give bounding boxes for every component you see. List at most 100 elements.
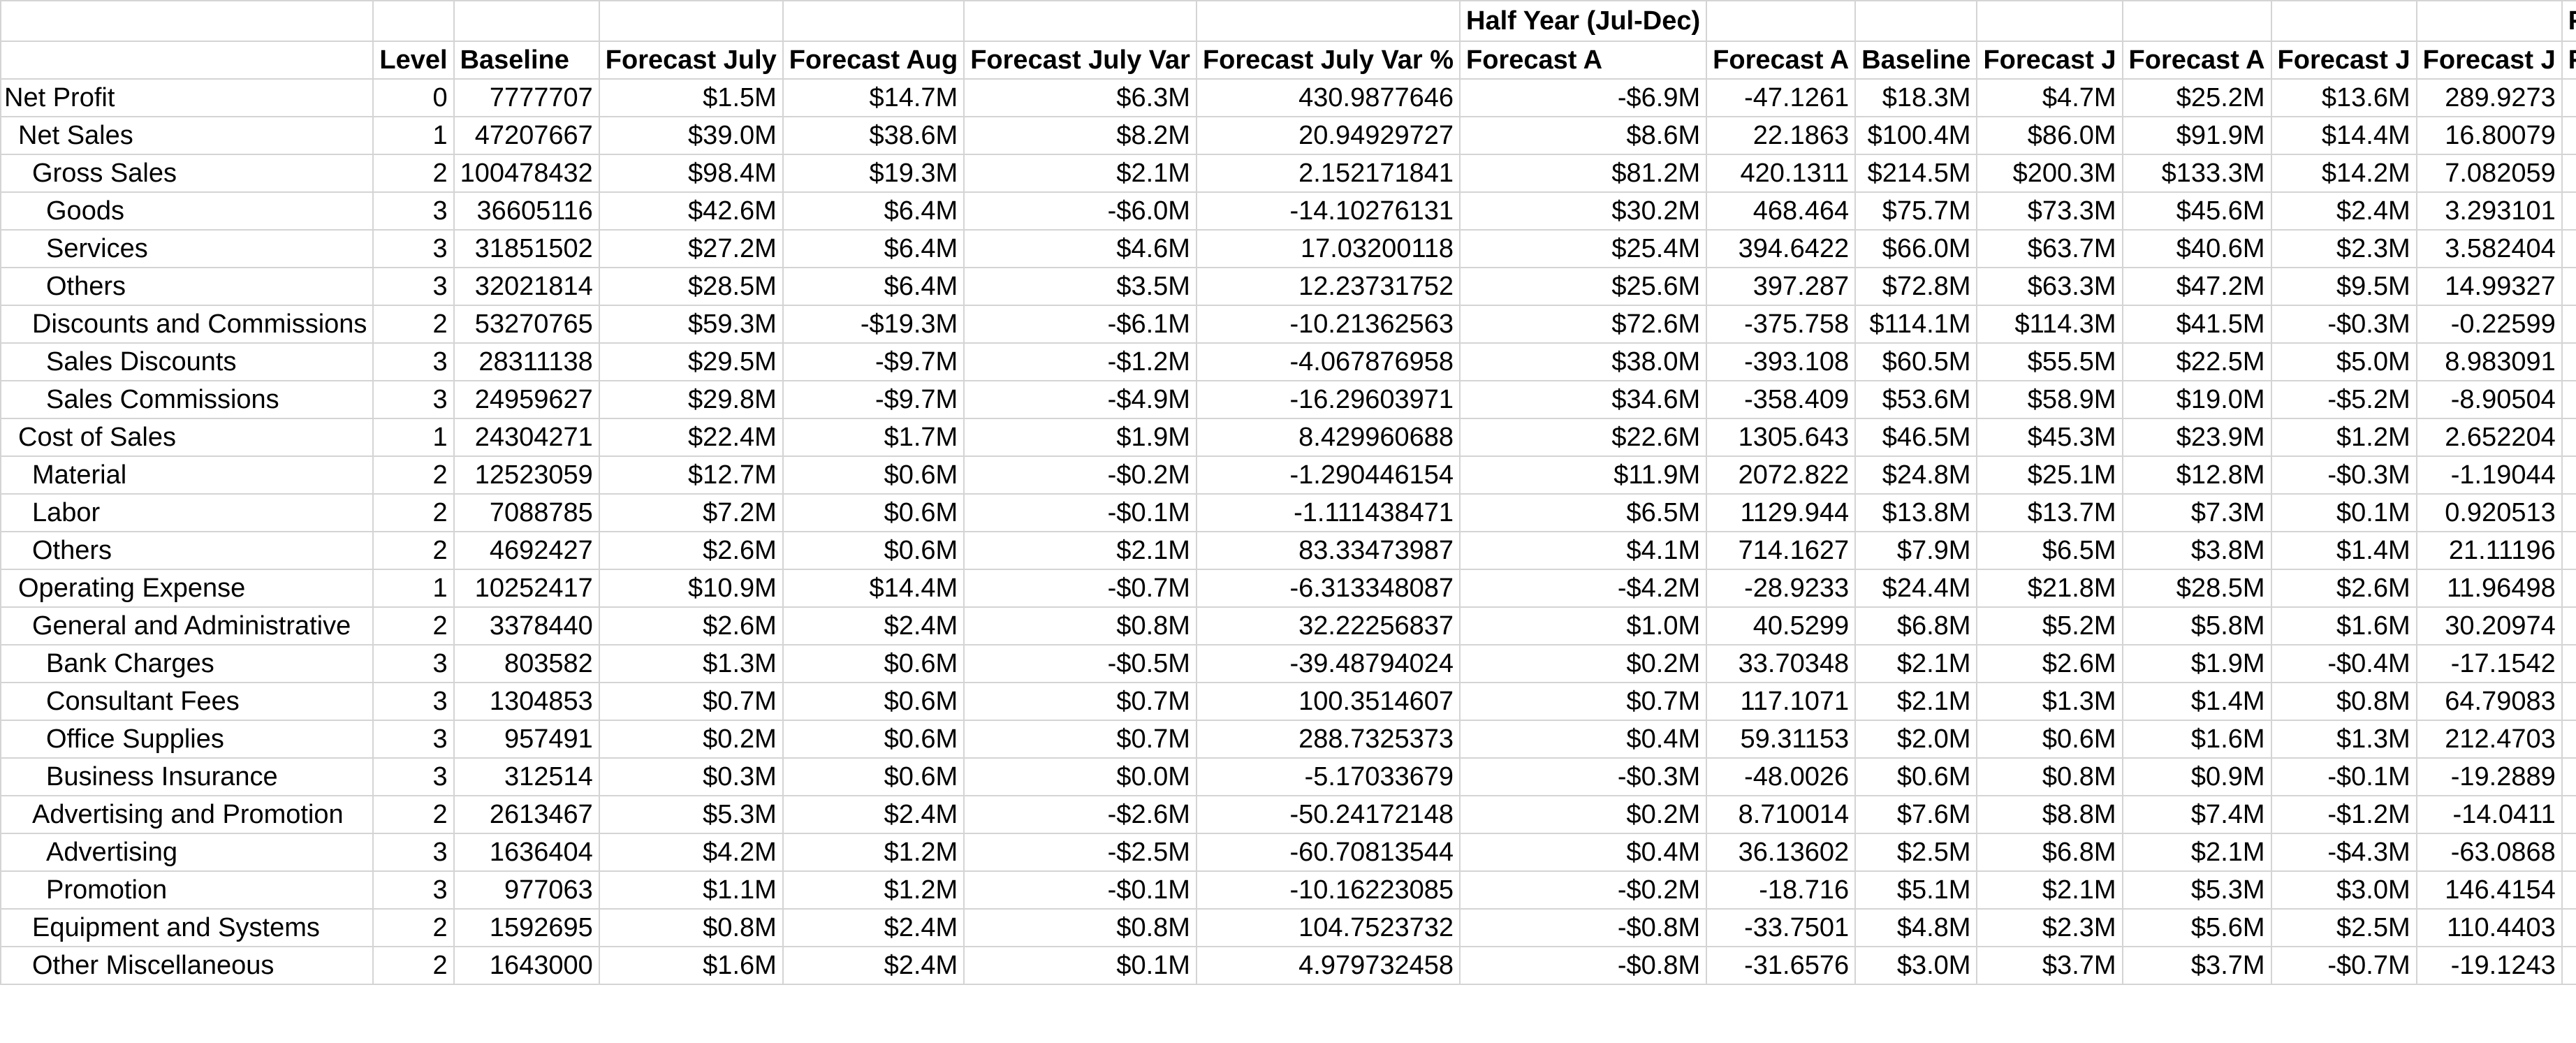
data-cell[interactable]: 7777707 — [453, 78, 600, 117]
data-cell[interactable]: $0.6M — [782, 455, 965, 495]
data-cell[interactable]: $1.2M — [782, 833, 965, 872]
data-cell[interactable]: $4.8M — [1854, 908, 1978, 947]
data-cell[interactable]: 24959627 — [453, 380, 600, 419]
data-cell[interactable]: $21.8M — [1976, 569, 2123, 608]
data-cell[interactable]: $29.8M — [598, 380, 784, 419]
data-cell[interactable]: 2613467 — [453, 795, 600, 834]
data-cell[interactable]: 3 — [372, 833, 455, 872]
data-cell[interactable]: 3 — [372, 644, 455, 683]
column-header[interactable]: Forecast A — [1459, 41, 1708, 80]
data-cell[interactable]: $47.2M — [2121, 267, 2272, 306]
data-cell[interactable]: -1.19044 — [2415, 455, 2563, 495]
data-cell[interactable]: $34.6M — [1459, 380, 1708, 419]
column-header[interactable]: Baseline — [1854, 41, 1978, 80]
data-cell[interactable]: -33.7501 — [1706, 908, 1857, 947]
data-cell[interactable]: 40.5299 — [1706, 606, 1857, 646]
data-cell[interactable]: $3.0M — [2270, 870, 2417, 910]
data-cell[interactable]: $30.2M — [2561, 191, 2576, 231]
data-cell[interactable]: $0.6M — [782, 531, 965, 570]
data-cell[interactable]: $13.6M — [2270, 78, 2417, 117]
data-cell[interactable]: 30.20974 — [2415, 606, 2563, 646]
data-cell[interactable]: -$1.2M — [2270, 795, 2417, 834]
data-cell[interactable]: -$4.9M — [963, 380, 1197, 419]
data-cell[interactable]: $8.2M — [963, 116, 1197, 155]
data-cell[interactable]: $0.2M — [598, 720, 784, 759]
data-cell[interactable]: $12.7M — [598, 455, 784, 495]
data-cell[interactable]: -$0.1M — [2270, 757, 2417, 796]
data-cell[interactable]: 2 — [372, 946, 455, 985]
data-cell[interactable]: $0.6M — [1976, 720, 2123, 759]
data-cell[interactable]: 28311138 — [453, 342, 600, 381]
data-cell[interactable]: $2.0M — [1854, 720, 1978, 759]
data-cell[interactable]: $1.6M — [2121, 720, 2272, 759]
data-cell[interactable]: -14.10276131 — [1195, 191, 1461, 231]
data-cell[interactable]: $5.0M — [2270, 342, 2417, 381]
data-cell[interactable]: 12523059 — [453, 455, 600, 495]
data-cell[interactable]: -393.108 — [1706, 342, 1857, 381]
data-cell[interactable]: $1.2M — [2270, 418, 2417, 457]
data-cell[interactable]: 53270765 — [453, 305, 600, 344]
data-cell[interactable]: $66.0M — [1854, 229, 1978, 268]
row-label-cell[interactable]: Others — [0, 267, 374, 306]
row-label-cell[interactable]: Cost of Sales — [0, 418, 374, 457]
data-cell[interactable]: $86.0M — [1976, 116, 2123, 155]
data-cell[interactable]: $1.1M — [598, 870, 784, 910]
data-cell[interactable]: $24.4M — [1854, 569, 1978, 608]
data-cell[interactable]: $25.6M — [1459, 267, 1708, 306]
data-cell[interactable]: $9.5M — [2270, 267, 2417, 306]
data-cell[interactable]: $6.4M — [782, 229, 965, 268]
data-cell[interactable]: -17.1542 — [2415, 644, 2563, 683]
data-cell[interactable]: $13.8M — [1854, 493, 1978, 532]
data-cell[interactable]: 0.920513 — [2415, 493, 2563, 532]
data-cell[interactable]: 420.1311 — [1706, 154, 1857, 193]
column-header[interactable]: Forecast July Var % — [1195, 41, 1461, 80]
data-cell[interactable]: -1.290446154 — [1195, 455, 1461, 495]
data-cell[interactable]: $5.8M — [2121, 606, 2272, 646]
data-cell[interactable]: 20.94929727 — [1195, 116, 1461, 155]
data-cell[interactable]: $6.8M — [1854, 606, 1978, 646]
data-cell[interactable]: $2.1M — [963, 531, 1197, 570]
data-cell[interactable]: 3 — [372, 757, 455, 796]
data-cell[interactable]: 3.293101 — [2415, 191, 2563, 231]
row-label-cell[interactable]: Material — [0, 455, 374, 495]
data-cell[interactable]: -10.16223085 — [1195, 870, 1461, 910]
data-cell[interactable]: $214.5M — [1854, 154, 1978, 193]
data-cell[interactable]: -$4.3M — [2270, 833, 2417, 872]
data-cell[interactable]: $22.6M — [1459, 418, 1708, 457]
data-cell[interactable]: $45.6M — [2121, 191, 2272, 231]
data-cell[interactable]: $18.3M — [1854, 78, 1978, 117]
data-cell[interactable]: $0.6M — [782, 720, 965, 759]
data-cell[interactable]: $25.6M — [2561, 267, 2576, 306]
data-cell[interactable]: $1.3M — [598, 644, 784, 683]
data-cell[interactable]: 100.3514607 — [1195, 682, 1461, 721]
data-cell[interactable]: $7.2M — [598, 493, 784, 532]
data-cell[interactable]: -$0.5M — [963, 644, 1197, 683]
data-cell[interactable]: $25.1M — [1976, 455, 2123, 495]
data-cell[interactable]: -28.9233 — [1706, 569, 1857, 608]
column-header[interactable]: Forecast A — [2121, 41, 2272, 80]
column-header[interactable]: Forecast Aug — [782, 41, 965, 80]
data-cell[interactable]: $4.2M — [598, 833, 784, 872]
data-cell[interactable]: 397.287 — [1706, 267, 1857, 306]
data-cell[interactable]: -$0.3M — [2561, 757, 2576, 796]
data-cell[interactable]: $0.4M — [2561, 720, 2576, 759]
data-cell[interactable]: $24.8M — [1854, 455, 1978, 495]
cell[interactable] — [598, 0, 784, 42]
data-cell[interactable]: $7.3M — [2121, 493, 2272, 532]
data-cell[interactable]: $25.2M — [2121, 78, 2272, 117]
data-cell[interactable]: 2 — [372, 531, 455, 570]
full-year-group-header[interactable]: Full Year (Jan-D — [2561, 0, 2576, 42]
data-cell[interactable]: $1.3M — [1976, 682, 2123, 721]
column-header[interactable] — [0, 41, 374, 80]
data-cell[interactable]: -19.1243 — [2415, 946, 2563, 985]
column-header[interactable]: Forecast J — [2415, 41, 2563, 80]
data-cell[interactable]: $5.1M — [1854, 870, 1978, 910]
cell[interactable] — [782, 0, 965, 42]
data-cell[interactable]: $3.7M — [1976, 946, 2123, 985]
data-cell[interactable]: -16.29603971 — [1195, 380, 1461, 419]
data-cell[interactable]: 468.464 — [1706, 191, 1857, 231]
data-cell[interactable]: 1 — [372, 418, 455, 457]
data-cell[interactable]: 14.99327 — [2415, 267, 2563, 306]
data-cell[interactable]: 11.96498 — [2415, 569, 2563, 608]
data-cell[interactable]: $2.4M — [782, 908, 965, 947]
